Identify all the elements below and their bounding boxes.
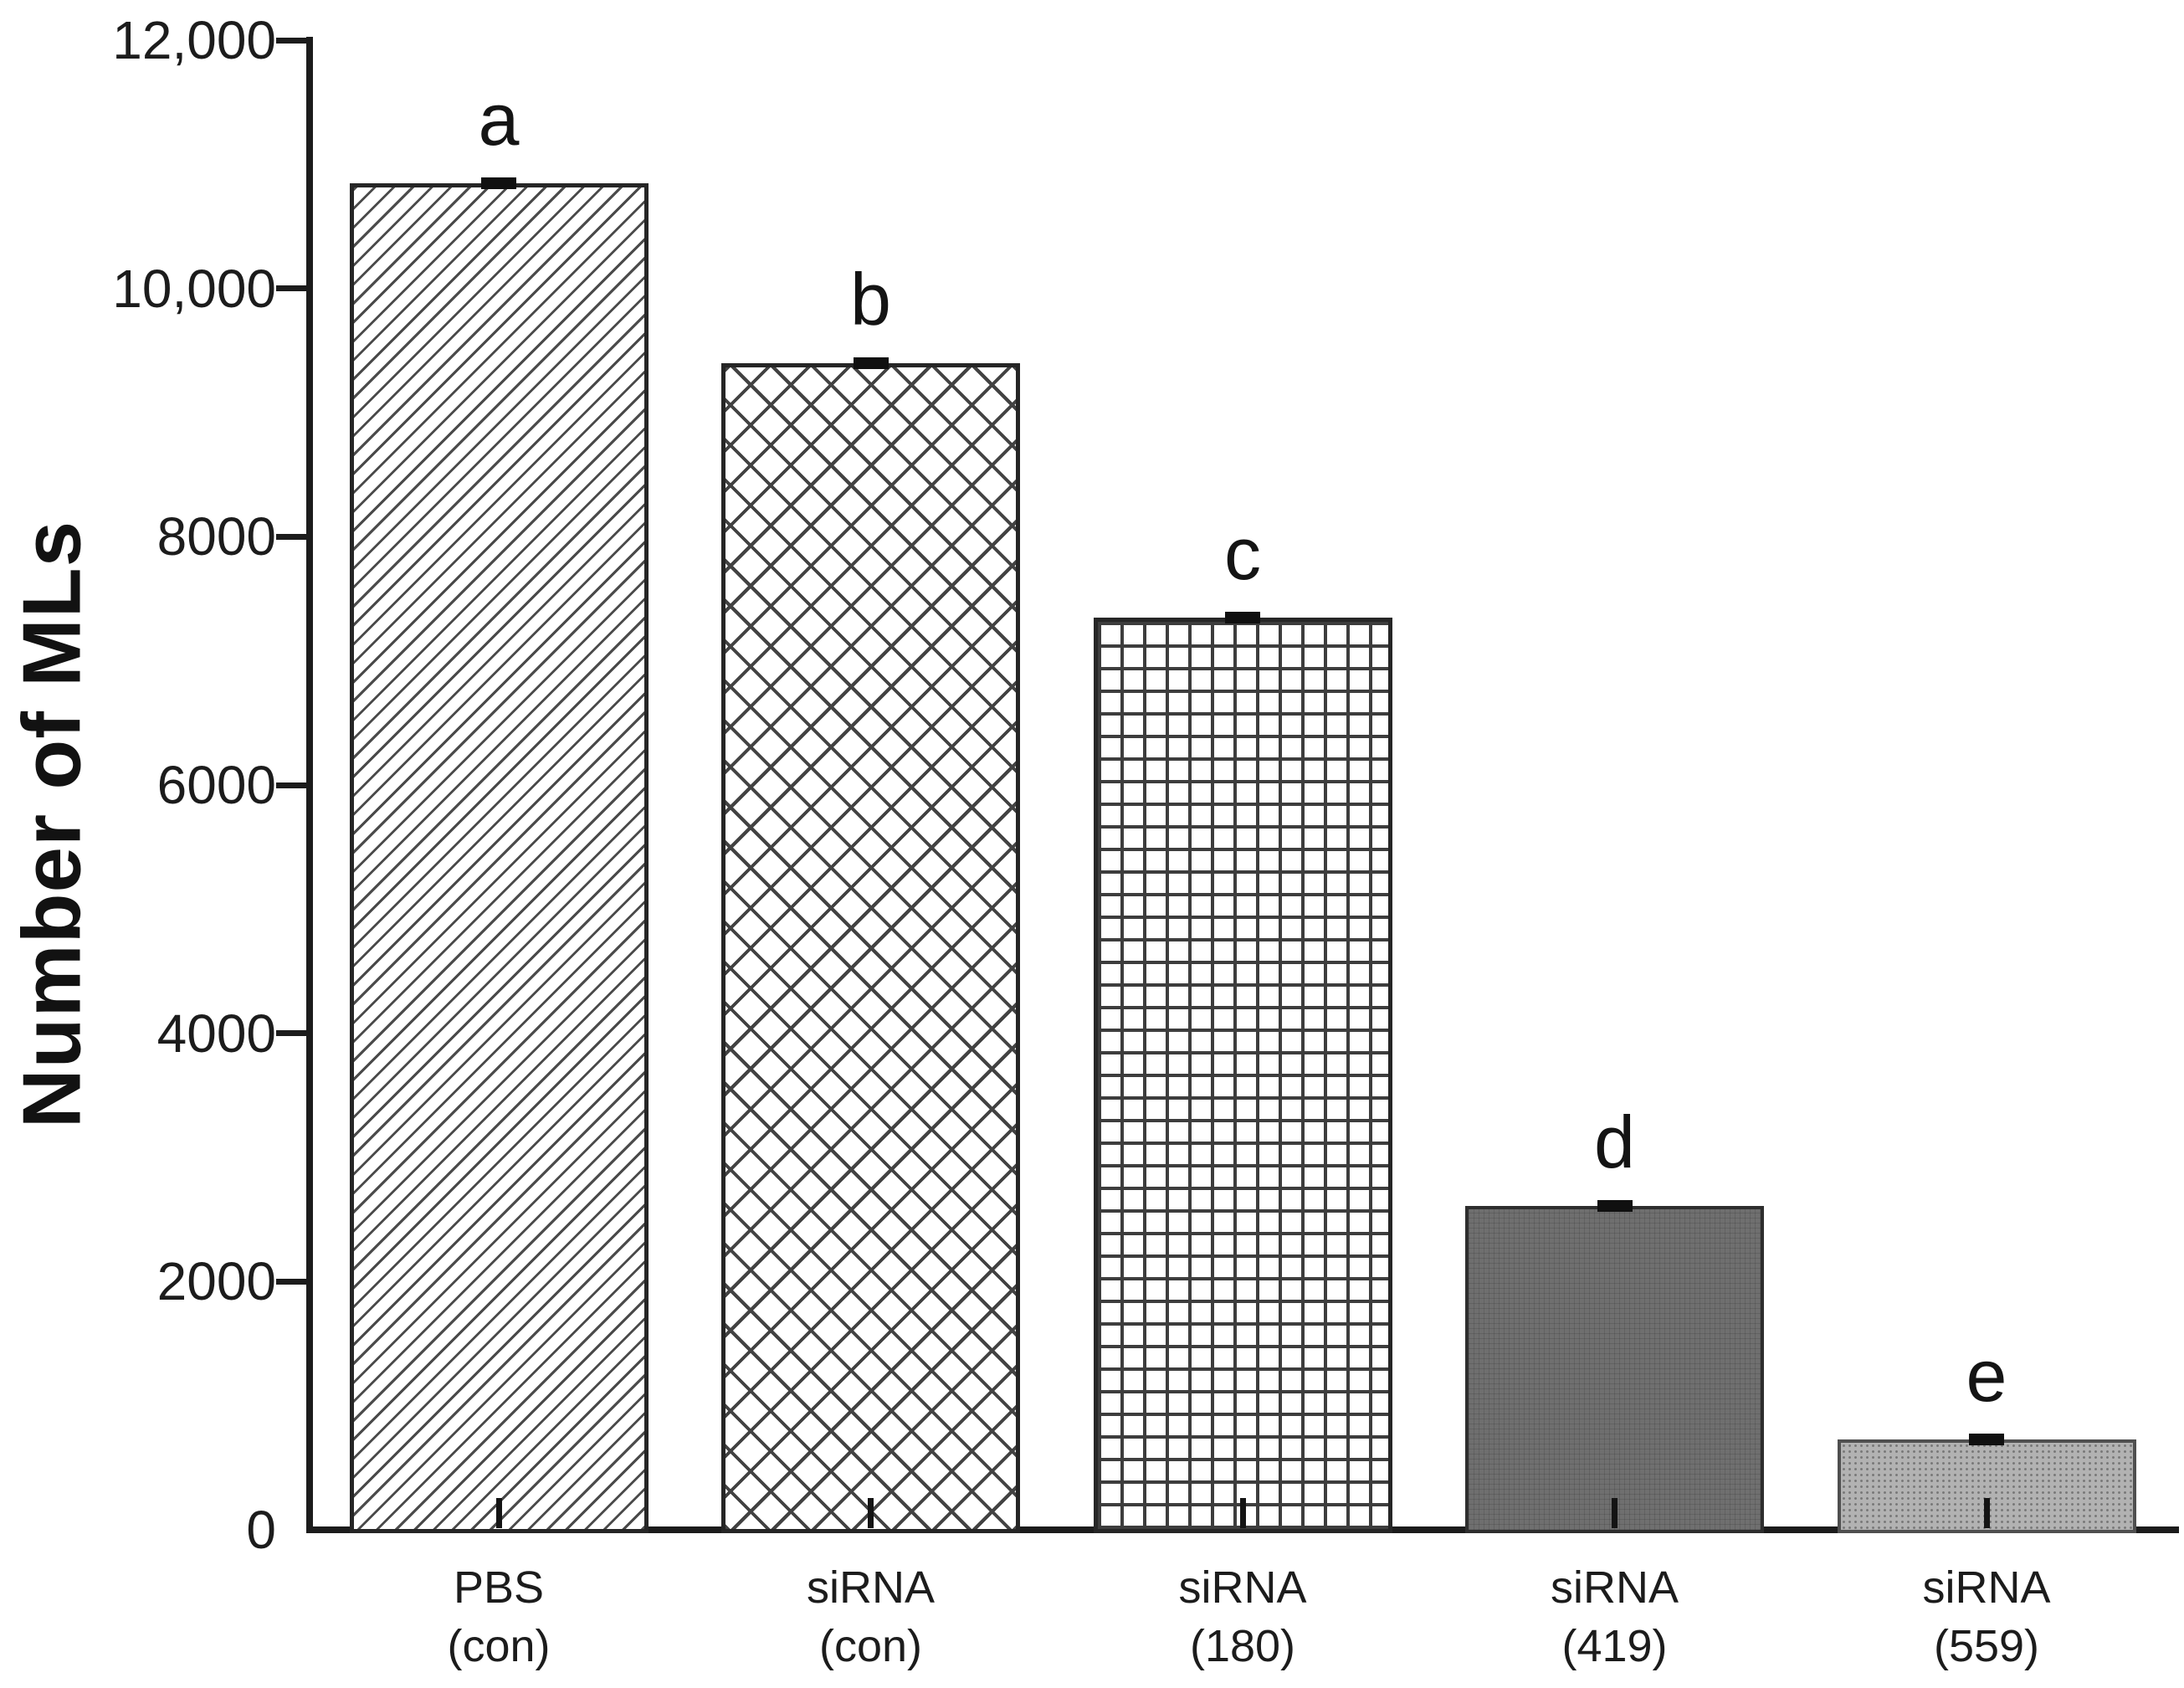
- y-axis-tick: [276, 1278, 311, 1285]
- y-axis-tick: [276, 1030, 311, 1037]
- error-bar-cap: [481, 177, 516, 189]
- x-category-label-line1: siRNA: [1922, 1562, 2051, 1613]
- x-category-label-line2: (con): [818, 1621, 923, 1671]
- y-tick-label: 6000: [156, 755, 276, 815]
- x-axis-tick: [1612, 1498, 1617, 1528]
- error-bar-cap: [1225, 611, 1260, 623]
- y-tick-label: 10,000: [112, 258, 276, 319]
- error-bar-cap: [1969, 1433, 2004, 1445]
- x-category-label: siRNA (559): [1802, 1558, 2171, 1675]
- x-axis-tick: [1983, 1498, 1990, 1528]
- significance-letter: d: [1594, 1100, 1635, 1183]
- y-axis-tick: [276, 37, 311, 44]
- y-tick-label: 12,000: [112, 10, 276, 70]
- bar-d: [1465, 1205, 1764, 1533]
- x-category-label-line2: (180): [1189, 1621, 1296, 1671]
- x-category-label-line1: siRNA: [1550, 1562, 1679, 1613]
- x-category-label-line1: siRNA: [806, 1562, 935, 1613]
- significance-letter: a: [478, 77, 520, 161]
- y-tick-label: 0: [246, 1500, 276, 1560]
- x-axis-tick: [1239, 1498, 1246, 1528]
- y-tick-label: 8000: [156, 506, 276, 567]
- bar-a: [349, 182, 649, 1533]
- x-category-label-line2: (419): [1561, 1621, 1668, 1671]
- y-axis-tick: [276, 782, 311, 788]
- error-bar-cap: [1597, 1199, 1633, 1212]
- x-axis-tick: [495, 1498, 502, 1528]
- y-axis-tick: [276, 533, 311, 540]
- error-bar-cap: [853, 357, 889, 369]
- y-tick-label: 4000: [156, 1003, 276, 1064]
- bar-b: [721, 362, 1020, 1533]
- x-category-label-line1: siRNA: [1178, 1562, 1307, 1613]
- x-category-label-line2: (559): [1933, 1621, 2040, 1671]
- x-axis-tick: [868, 1498, 874, 1528]
- x-category-label: PBS (con): [315, 1558, 683, 1675]
- significance-letter: c: [1224, 511, 1261, 595]
- significance-letter: e: [1966, 1333, 2007, 1417]
- x-category-label: siRNA (180): [1059, 1558, 1427, 1675]
- y-axis-tick: [276, 285, 311, 292]
- x-category-label-line1: PBS: [453, 1562, 545, 1613]
- bar-c: [1093, 617, 1392, 1533]
- y-tick-label: 2000: [156, 1251, 276, 1312]
- x-category-label: siRNA (con): [687, 1558, 1055, 1675]
- x-category-label: siRNA (419): [1431, 1558, 1799, 1675]
- significance-letter: b: [850, 257, 891, 341]
- x-category-label-line2: (con): [447, 1621, 551, 1671]
